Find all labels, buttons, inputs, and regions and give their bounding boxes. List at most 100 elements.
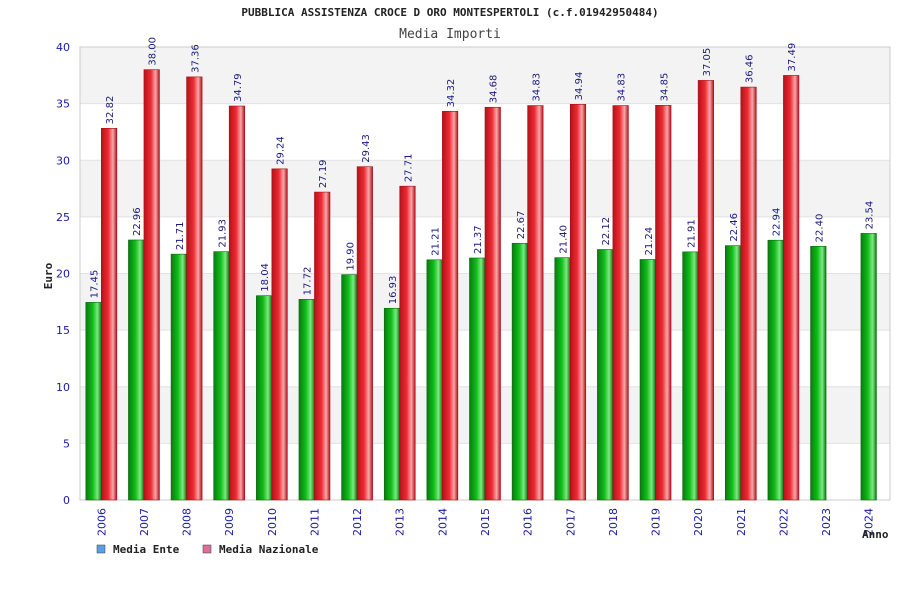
y-axis-ticks: 0 5 10 15 20 25 30 35 40 [56, 41, 70, 507]
data-label-media-nazionale: 37.36 [190, 44, 201, 73]
bar-media-nazionale [783, 75, 800, 501]
x-tick-label: 2019 [650, 508, 663, 536]
x-tick-label: 2014 [436, 508, 449, 536]
data-label-media-nazionale: 34.94 [574, 72, 585, 101]
x-tick-label: 2008 [181, 508, 194, 536]
x-tick-label: 2018 [607, 508, 620, 536]
bar-media-nazionale [399, 185, 416, 501]
data-label-media-ente: 17.72 [303, 267, 314, 296]
bar-media-ente [639, 259, 656, 501]
y-tick-label: 35 [56, 98, 70, 111]
bar-media-nazionale [101, 128, 118, 501]
x-tick-label: 2020 [692, 508, 705, 536]
data-label-media-ente: 18.04 [260, 263, 271, 292]
data-label-media-nazionale: 37.05 [702, 48, 713, 77]
bar-media-ente [682, 251, 699, 501]
y-tick-label: 0 [63, 494, 70, 507]
bar-media-nazionale [442, 111, 459, 501]
bar-media-ente [383, 307, 401, 501]
y-axis-label: Euro [42, 262, 55, 289]
data-label-media-nazionale: 34.68 [489, 75, 500, 104]
data-label-media-nazionale: 37.49 [787, 43, 798, 72]
bar-media-ente [724, 245, 742, 501]
bar-media-ente [511, 242, 528, 501]
data-label-media-ente: 21.37 [473, 225, 484, 254]
x-tick-label: 2016 [522, 508, 535, 536]
chart-subtitle: Media Importi [399, 27, 501, 42]
bar-media-nazionale [314, 191, 331, 501]
bar-media-nazionale [271, 168, 288, 501]
legend-label-media-ente: Media Ente [113, 543, 180, 556]
legend-label-media-nazionale: Media Nazionale [219, 543, 319, 556]
data-label-media-ente: 21.91 [686, 219, 697, 248]
legend-swatch-media-nazionale [202, 544, 212, 554]
data-label-media-ente: 21.21 [431, 227, 442, 256]
bar-media-nazionale [740, 86, 757, 501]
data-label-media-ente: 19.90 [345, 242, 356, 271]
legend-swatch-media-ente [96, 544, 106, 554]
x-tick-label: 2015 [479, 508, 492, 536]
x-tick-label: 2011 [308, 508, 321, 536]
bar-media-ente [85, 302, 102, 501]
data-label-media-ente: 23.54 [865, 201, 876, 230]
bar-media-ente [256, 295, 273, 501]
data-label-media-ente: 16.93 [388, 276, 399, 305]
x-axis-ticks: 2006 2007 2008 2009 2010 2011 2012 2013 2014 2015… [95, 508, 875, 536]
bar-media-ente [170, 253, 187, 501]
data-label-media-nazionale: 29.24 [276, 136, 287, 165]
bar-media-nazionale [484, 106, 501, 501]
bar-media-nazionale [356, 166, 373, 501]
x-tick-label: 2013 [394, 508, 407, 536]
bar-media-ente [213, 251, 230, 501]
bar-media-nazionale [612, 105, 629, 501]
bar-media-nazionale [228, 105, 246, 501]
data-label-media-nazionale: 32.82 [105, 96, 116, 125]
bar-media-ente [298, 299, 315, 501]
x-tick-label: 2022 [777, 508, 790, 536]
data-label-media-nazionale: 36.46 [745, 54, 756, 83]
x-tick-label: 2012 [351, 508, 364, 536]
bar-media-nazionale [527, 105, 544, 501]
bar-media-nazionale [143, 69, 160, 501]
bar-media-nazionale [697, 80, 714, 501]
data-label-media-nazionale: 34.83 [617, 73, 628, 102]
data-label-media-nazionale: 27.71 [403, 154, 414, 183]
y-tick-label: 25 [56, 211, 70, 224]
x-axis-label: Anno [862, 528, 889, 541]
y-tick-label: 40 [56, 41, 70, 54]
bar-media-ente [810, 246, 827, 501]
y-tick-label: 10 [56, 381, 70, 394]
data-label-media-ente: 22.96 [132, 207, 143, 236]
data-label-media-nazionale: 34.32 [446, 79, 457, 108]
x-tick-label: 2009 [223, 508, 236, 536]
legend: Media Ente Media Nazionale [96, 543, 319, 556]
bar-media-ente [860, 233, 877, 501]
y-tick-label: 20 [56, 268, 70, 281]
x-tick-label: 2010 [266, 508, 279, 536]
x-tick-label: 2007 [138, 508, 151, 536]
data-label-media-nazionale: 27.19 [318, 159, 329, 188]
data-label-media-ente: 22.94 [772, 208, 783, 237]
data-label-media-ente: 22.12 [601, 217, 612, 246]
bar-media-ente [767, 239, 784, 501]
bar-media-ente [128, 239, 145, 501]
bars [85, 69, 877, 501]
x-tick-label: 2021 [735, 508, 748, 536]
bar-media-ente [469, 257, 486, 501]
data-label-media-ente: 21.71 [175, 221, 186, 250]
data-label-media-nazionale: 34.85 [659, 73, 670, 102]
data-label-media-nazionale: 38.00 [148, 37, 159, 66]
x-tick-label: 2023 [820, 508, 833, 536]
bar-media-nazionale [186, 76, 203, 501]
data-label-media-ente: 22.40 [814, 214, 825, 243]
x-tick-label: 2024 [863, 508, 876, 536]
y-tick-label: 5 [63, 437, 70, 450]
data-labels: 17.45 32.82 22.96 38.00 21.71 37.36 21.93 34.79… [90, 37, 876, 304]
data-label-media-ente: 21.24 [644, 227, 655, 256]
data-label-media-ente: 22.46 [729, 213, 740, 242]
bar-media-nazionale [569, 104, 587, 501]
data-label-media-ente: 21.40 [559, 225, 570, 254]
bar-media-ente [341, 274, 358, 501]
y-tick-label: 15 [56, 324, 70, 337]
